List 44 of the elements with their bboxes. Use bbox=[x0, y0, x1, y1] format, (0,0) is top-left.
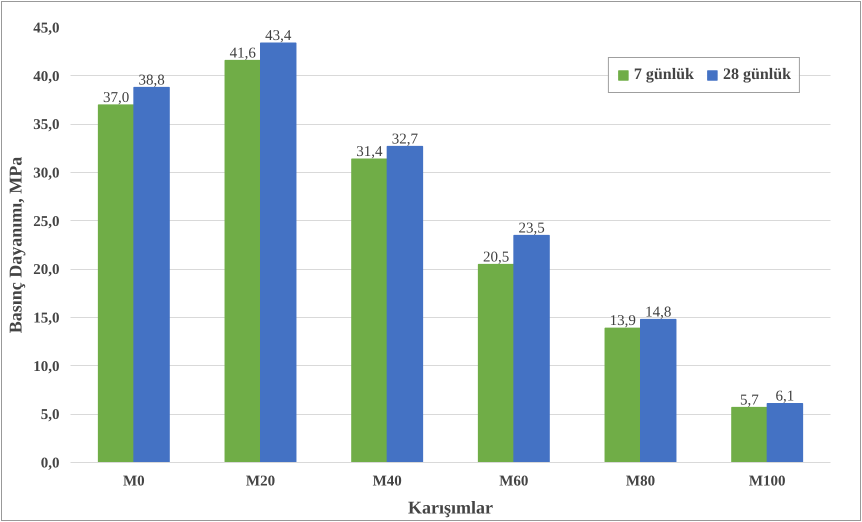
x-tick-label: M80 bbox=[626, 474, 656, 490]
data-label: 20,5 bbox=[482, 249, 510, 266]
legend-label: 28 günlük bbox=[722, 66, 791, 84]
bar bbox=[640, 318, 676, 462]
y-tick-label: 40,0 bbox=[33, 68, 60, 85]
y-tick-label: 5,0 bbox=[40, 407, 60, 424]
bar bbox=[260, 42, 296, 462]
y-axis-title: Basınç Dayanımı, MPa bbox=[5, 156, 26, 334]
data-label: 13,9 bbox=[610, 313, 636, 330]
bar bbox=[98, 104, 134, 462]
x-tick-label: M100 bbox=[748, 474, 786, 490]
data-label: 14,8 bbox=[645, 304, 672, 320]
y-tick-label: 30,0 bbox=[33, 166, 60, 182]
data-label: 6,1 bbox=[776, 388, 794, 405]
data-label: 31,4 bbox=[356, 144, 384, 160]
y-tick-label: 45,0 bbox=[33, 20, 60, 36]
bar bbox=[513, 234, 550, 462]
bar bbox=[478, 264, 514, 462]
x-tick-label: M60 bbox=[499, 474, 528, 490]
bar bbox=[604, 328, 641, 462]
y-tick-label: 10,0 bbox=[33, 358, 60, 375]
bar bbox=[351, 158, 388, 462]
bar bbox=[766, 403, 804, 462]
data-label: 43,4 bbox=[265, 28, 292, 44]
bar bbox=[386, 146, 424, 462]
data-label: 23,5 bbox=[518, 220, 545, 236]
legend-label: 7 günlük bbox=[634, 66, 694, 84]
y-tick-label: 15,0 bbox=[33, 310, 60, 326]
x-tick-label: M20 bbox=[246, 474, 276, 490]
bar bbox=[731, 406, 768, 462]
data-label: 5,7 bbox=[740, 392, 760, 408]
x-axis-title: Karışımlar bbox=[408, 498, 493, 518]
y-tick-label: 0,0 bbox=[40, 456, 60, 472]
data-label: 37,0 bbox=[102, 90, 130, 106]
data-label: 32,7 bbox=[392, 131, 419, 148]
y-tick-label: 35,0 bbox=[33, 117, 60, 134]
bar bbox=[224, 60, 261, 462]
y-tick-label: 25,0 bbox=[33, 214, 60, 230]
bar bbox=[133, 86, 170, 462]
y-tick-label: 20,0 bbox=[33, 262, 60, 278]
x-tick-label: M40 bbox=[372, 474, 402, 490]
data-label: 38,8 bbox=[138, 72, 165, 88]
x-tick-label: M0 bbox=[123, 474, 145, 490]
data-label: 41,6 bbox=[230, 45, 256, 62]
